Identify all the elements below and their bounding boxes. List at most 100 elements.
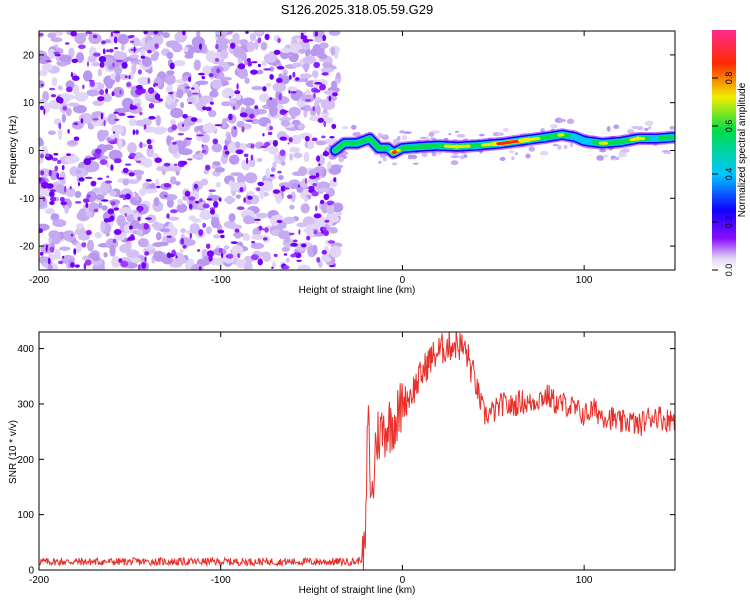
noise-speck — [251, 61, 258, 64]
noise-speck — [98, 56, 107, 63]
noise-speck — [69, 155, 80, 163]
noise-speck — [174, 256, 187, 265]
noise-speck — [320, 199, 325, 205]
noise-speck — [280, 47, 292, 54]
noise-speck — [97, 129, 107, 142]
noise-speck — [82, 84, 85, 90]
noise-speck — [104, 144, 114, 151]
noise-speck — [55, 184, 65, 194]
ridge-halo — [669, 126, 675, 130]
noise-speck — [58, 122, 62, 129]
noise-speck — [143, 124, 147, 130]
noise-speck — [232, 105, 236, 111]
ridge-halo — [403, 131, 412, 135]
noise-speck — [198, 151, 204, 160]
noise-speck — [244, 77, 250, 84]
noise-speck — [257, 63, 261, 68]
noise-speck — [99, 61, 105, 68]
noise-speck — [250, 118, 260, 125]
noise-speck — [112, 238, 117, 244]
x-tick-label: 0 — [400, 575, 406, 586]
noise-speck — [236, 120, 245, 128]
noise-speck — [196, 134, 204, 137]
colorbar-tick-label: 0.0 — [724, 264, 734, 277]
noise-speck — [268, 145, 279, 155]
noise-speck — [205, 226, 213, 235]
noise-speck — [79, 208, 86, 214]
noise-speck — [259, 189, 265, 200]
noise-speck — [47, 264, 53, 270]
noise-speck — [50, 196, 57, 202]
ridge-halo — [456, 134, 466, 138]
noise-speck — [243, 215, 254, 225]
noise-speck — [202, 203, 210, 209]
noise-speck — [45, 246, 48, 252]
ridge-halo — [421, 151, 428, 158]
noise-speck — [237, 63, 246, 70]
spectrogram-x-label: Height of straight line (km) — [299, 285, 416, 296]
y-tick-label: 10 — [23, 98, 35, 109]
noise-speck — [113, 51, 127, 60]
noise-speck — [70, 31, 77, 37]
noise-speck — [49, 201, 55, 205]
noise-speck — [92, 34, 98, 39]
noise-speck — [236, 206, 245, 210]
noise-speck — [246, 191, 255, 196]
noise-speck — [97, 177, 103, 180]
noise-speck — [146, 139, 152, 145]
noise-speck — [249, 113, 255, 119]
noise-speck — [312, 244, 318, 256]
noise-speck — [256, 187, 261, 192]
noise-speck — [331, 123, 337, 129]
noise-speck — [304, 135, 310, 142]
snr-y-label: SNR (10 * v/v) — [8, 420, 19, 484]
noise-speck — [137, 264, 141, 270]
noise-speck — [41, 181, 49, 189]
noise-speck — [73, 122, 79, 126]
noise-speck — [113, 207, 120, 211]
noise-speck — [105, 79, 114, 89]
noise-speck — [250, 143, 255, 149]
noise-speck — [329, 265, 335, 268]
snr-frame — [38, 331, 676, 571]
ridge-peak — [640, 136, 646, 141]
noise-speck — [171, 43, 183, 53]
noise-speck — [147, 49, 152, 54]
noise-speck — [170, 209, 178, 214]
noise-speck — [297, 184, 300, 188]
noise-speck — [48, 48, 56, 60]
noise-speck — [129, 103, 133, 110]
noise-speck — [40, 84, 44, 87]
noise-speck — [72, 75, 80, 81]
noise-speck — [122, 178, 129, 186]
noise-speck — [128, 118, 137, 127]
noise-speck — [100, 181, 110, 194]
noise-speck — [141, 56, 152, 67]
noise-speck — [296, 259, 302, 262]
noise-speck — [78, 44, 86, 50]
noise-speck — [58, 128, 63, 141]
noise-speck — [138, 207, 142, 213]
noise-speck — [137, 229, 143, 237]
snr-series-line — [39, 332, 675, 570]
ridge-halo — [342, 125, 348, 130]
ridge-halo — [377, 132, 383, 139]
noise-speck — [191, 36, 205, 48]
noise-speck — [259, 93, 270, 103]
noise-speck — [199, 210, 214, 220]
noise-speck — [238, 182, 247, 187]
noise-speck — [312, 106, 316, 112]
ridge-halo — [602, 155, 609, 158]
noise-speck — [166, 70, 175, 76]
noise-speck — [289, 153, 294, 161]
noise-speck — [126, 82, 132, 87]
noise-speck — [181, 123, 185, 128]
noise-speck — [74, 190, 82, 199]
noise-speck — [323, 230, 329, 237]
ridge-halo — [557, 145, 562, 150]
noise-speck — [173, 163, 178, 167]
ridge-halo — [448, 133, 452, 136]
noise-speck — [137, 157, 150, 166]
noise-speck — [239, 112, 248, 118]
